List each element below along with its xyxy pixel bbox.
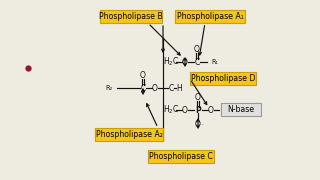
Text: O: O [195, 120, 201, 129]
Text: H$_2$C: H$_2$C [163, 104, 179, 116]
FancyBboxPatch shape [100, 10, 162, 23]
Text: ⁻: ⁻ [201, 123, 204, 129]
FancyBboxPatch shape [175, 10, 245, 23]
Text: O: O [182, 105, 188, 114]
Text: R₂: R₂ [106, 85, 113, 91]
FancyBboxPatch shape [95, 128, 163, 141]
Text: O: O [182, 57, 188, 66]
FancyBboxPatch shape [190, 72, 256, 85]
Text: C: C [168, 84, 174, 93]
Text: Phospholipase D: Phospholipase D [191, 74, 255, 83]
Text: H: H [176, 84, 182, 93]
Text: Phospholipase C: Phospholipase C [149, 152, 213, 161]
Text: O: O [152, 84, 158, 93]
FancyBboxPatch shape [221, 103, 261, 116]
FancyBboxPatch shape [148, 150, 214, 163]
Text: Phospholipase B: Phospholipase B [99, 12, 163, 21]
Text: O: O [208, 105, 214, 114]
Text: P: P [195, 105, 201, 114]
Text: Phospholipase A₁: Phospholipase A₁ [177, 12, 244, 21]
Text: C: C [140, 84, 146, 93]
Text: O: O [140, 71, 146, 80]
Text: H$_2$C: H$_2$C [163, 56, 179, 68]
Text: O: O [195, 93, 201, 102]
Text: R₁: R₁ [211, 59, 218, 65]
Text: Phospholipase A₂: Phospholipase A₂ [96, 130, 163, 139]
Text: O: O [194, 44, 200, 53]
Text: N-base: N-base [228, 105, 255, 114]
Text: C: C [194, 57, 200, 66]
